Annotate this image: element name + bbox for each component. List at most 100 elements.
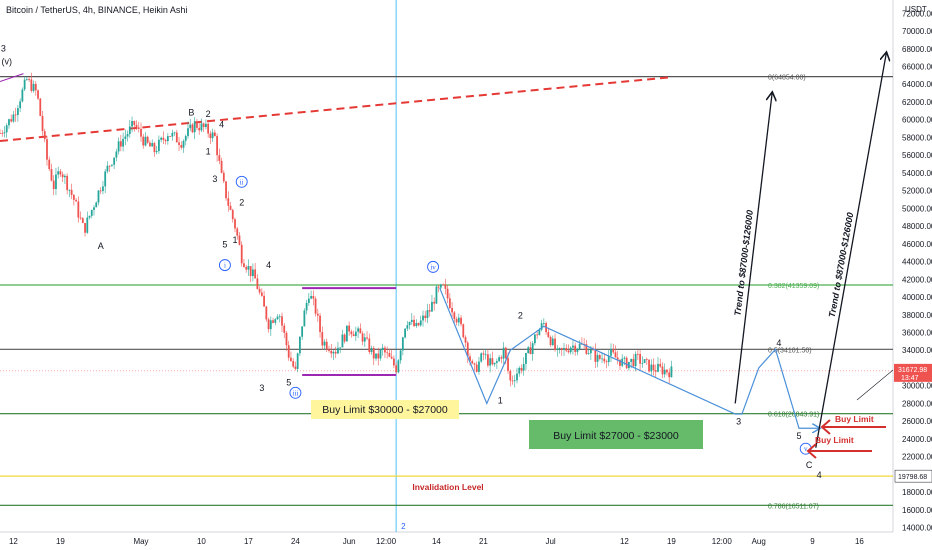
candle-body: [124, 136, 127, 139]
candle-body: [462, 324, 465, 338]
candle-body: [424, 315, 427, 319]
candle-body: [585, 344, 588, 354]
wave-label: 3: [736, 417, 741, 427]
wave-circle-label: ii: [240, 178, 244, 186]
candle-body: [395, 365, 398, 373]
candle-body: [296, 353, 299, 369]
candle-body: [316, 313, 319, 316]
candle-body: [401, 337, 404, 351]
currency-label: USDT: [905, 5, 927, 14]
candle-body: [493, 362, 496, 365]
current-price-time: 13:47: [901, 375, 919, 382]
candle-body: [363, 337, 366, 342]
price-tag-connector: [856, 369, 894, 401]
invalidation-label: Invalidation Level: [412, 482, 483, 492]
candle-body: [549, 336, 552, 346]
candle-body: [151, 143, 154, 147]
price-tick-label: 46000.00: [902, 240, 932, 249]
candle-body: [97, 190, 100, 203]
candle-body: [265, 306, 268, 320]
candle-body: [634, 353, 637, 367]
candle-body: [202, 123, 205, 128]
candle-body: [366, 337, 368, 339]
time-tick-label: 19: [667, 537, 676, 546]
candle-body: [623, 357, 626, 359]
candle-body: [287, 345, 290, 358]
wave-label: C: [806, 460, 813, 470]
candle-body: [290, 357, 292, 362]
candle-body: [538, 329, 541, 336]
candle-body: [384, 347, 386, 353]
price-tick-label: 16000.00: [902, 506, 932, 515]
candle-body: [448, 298, 451, 308]
candle-body: [50, 169, 53, 181]
candle-body: [260, 292, 263, 296]
candle-body: [607, 355, 610, 363]
time-tick-label: 16: [855, 537, 864, 546]
candle-body: [68, 189, 71, 191]
candle-body: [294, 366, 297, 369]
wave-label: 2: [239, 198, 244, 208]
candle-body: [269, 320, 272, 330]
price-tick-label: 72000.00: [902, 9, 932, 18]
candle-body: [343, 334, 346, 342]
candle-body: [305, 302, 308, 311]
candle-body: [310, 296, 312, 299]
wave-circle: [235, 175, 248, 188]
wave-label: 4: [776, 338, 781, 348]
candle-body: [254, 269, 257, 279]
candle-body: [189, 124, 192, 129]
candle-body: [589, 349, 592, 354]
wave-label: 5: [796, 431, 801, 441]
buy-limit-label-1: Buy Limit $30000 - $27000: [322, 404, 448, 416]
candle-body: [182, 140, 185, 148]
wave-label: 4: [266, 260, 271, 270]
candle-body: [48, 159, 51, 170]
candle-body: [639, 354, 641, 364]
candle-body: [64, 175, 66, 178]
candle-body: [234, 219, 236, 229]
candle-body: [240, 244, 243, 264]
candle-body: [86, 217, 89, 233]
candle-body: [299, 336, 301, 354]
candle-body: [245, 266, 248, 270]
wave-v-connector: [0, 73, 24, 83]
candle-body: [368, 338, 371, 353]
candle-body: [354, 331, 357, 337]
time-tick-label: 14: [432, 537, 441, 546]
candle-body: [594, 349, 597, 362]
candle-body: [601, 358, 603, 360]
wave-circle: [218, 259, 231, 272]
candle-body: [554, 338, 556, 350]
candle-body: [328, 349, 330, 351]
candle-body: [560, 348, 563, 350]
candle-body: [187, 128, 189, 137]
candle-body: [397, 360, 400, 373]
candle-body: [563, 348, 565, 350]
candle-body: [155, 151, 158, 153]
candle-body: [227, 198, 230, 206]
candle-body: [3, 132, 6, 134]
time-tick-label: 12: [9, 537, 18, 546]
candle-body: [160, 137, 163, 140]
candle-body: [471, 360, 474, 364]
candle-body: [1, 133, 4, 134]
candle-body: [321, 332, 324, 346]
candle-body: [166, 136, 169, 142]
price-tick-label: 60000.00: [902, 116, 932, 125]
candle-body: [410, 319, 413, 323]
candle-body: [569, 347, 572, 353]
candle-body: [464, 337, 467, 343]
candle-body: [283, 325, 286, 333]
candle-body: [650, 364, 653, 372]
candle-body: [164, 139, 167, 142]
candle-body: [619, 359, 621, 366]
candle-body: [323, 341, 326, 346]
candle-body: [433, 301, 436, 304]
price-tick-label: 38000.00: [902, 311, 932, 320]
wave-label: 4: [817, 470, 822, 480]
wave-label: 1: [498, 395, 503, 405]
current-price-label: 31672.98: [898, 367, 927, 374]
candle-body: [79, 217, 82, 219]
